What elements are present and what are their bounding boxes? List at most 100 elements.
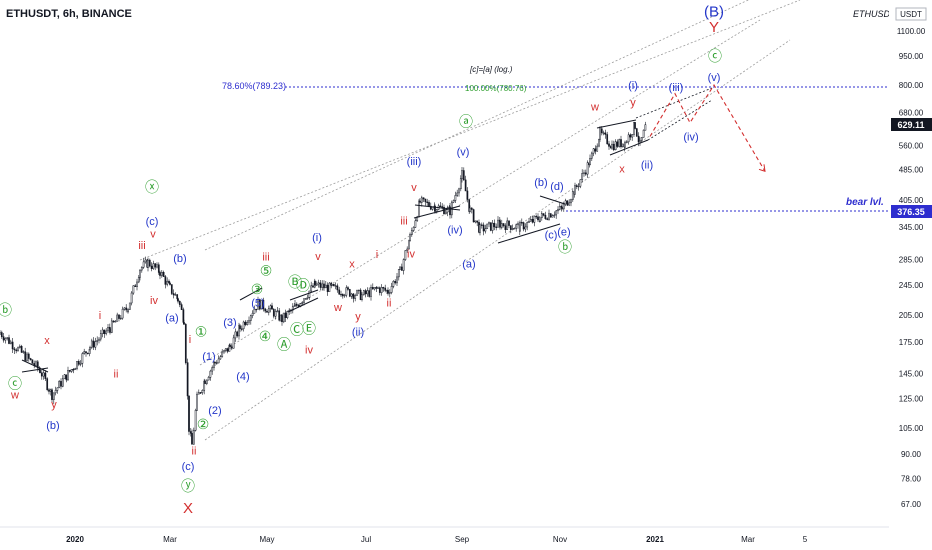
candle bbox=[33, 360, 36, 369]
candle bbox=[493, 219, 496, 231]
candle bbox=[166, 277, 169, 287]
wave-label: (c) bbox=[545, 230, 558, 242]
time-ticks: 2020 Mar May Jul Sep Nov 2021 Mar 5 bbox=[66, 535, 808, 544]
wave-label: iv bbox=[150, 295, 158, 307]
candle bbox=[276, 307, 279, 313]
wave-labels: ⓑⓒwxy(b)iiiⓧ(c)viii(b)iv(a)i①(1)(2)②ii(c… bbox=[0, 3, 724, 517]
wave-label: (i) bbox=[312, 232, 322, 244]
candle bbox=[116, 312, 119, 322]
wave-label: (a) bbox=[165, 313, 178, 325]
candle bbox=[491, 220, 494, 234]
candle bbox=[324, 281, 327, 289]
time-tick-label: Sep bbox=[455, 535, 470, 544]
candle bbox=[526, 221, 529, 231]
watermark-ticker: ETHUSD bbox=[853, 9, 891, 19]
candle bbox=[8, 334, 10, 345]
candle bbox=[58, 380, 61, 389]
candle bbox=[209, 369, 212, 381]
channel-line bbox=[204, 0, 750, 251]
currency-box bbox=[895, 7, 927, 21]
candle bbox=[631, 134, 634, 141]
wave-label: iii bbox=[400, 215, 407, 227]
candle bbox=[278, 307, 281, 322]
candle bbox=[380, 284, 383, 296]
candle bbox=[634, 122, 636, 130]
candle bbox=[48, 388, 50, 395]
candle bbox=[134, 284, 137, 288]
wave-label: (b) bbox=[534, 177, 547, 189]
candle bbox=[81, 352, 84, 368]
candle bbox=[472, 208, 475, 223]
candle bbox=[266, 309, 268, 313]
candle bbox=[191, 429, 193, 445]
wave-label: (5) bbox=[251, 297, 264, 309]
candle bbox=[459, 175, 462, 192]
candle bbox=[531, 215, 534, 224]
candle bbox=[515, 223, 518, 232]
candle bbox=[217, 355, 220, 364]
candle bbox=[101, 327, 104, 338]
candle bbox=[350, 292, 353, 299]
wave-label: x bbox=[44, 335, 50, 347]
candle bbox=[213, 360, 215, 371]
time-axis[interactable]: 2020 Mar May Jul Sep Nov 2021 Mar 5 bbox=[0, 526, 889, 544]
candle bbox=[400, 263, 403, 271]
wave-label: ② bbox=[197, 416, 210, 432]
candle bbox=[72, 368, 75, 374]
candle bbox=[221, 349, 224, 358]
candle bbox=[558, 202, 561, 211]
price-tick-label: 205.00 bbox=[899, 311, 924, 320]
wave-label: w bbox=[10, 390, 19, 402]
price-axis[interactable]: USDT 1100.00 950.00 800.00 680.00 560.00 485.… bbox=[889, 0, 932, 550]
candle bbox=[522, 221, 525, 232]
candle bbox=[317, 279, 320, 288]
candle bbox=[130, 291, 133, 306]
candle bbox=[387, 287, 389, 296]
candle bbox=[253, 305, 256, 314]
wave-label: (v) bbox=[708, 72, 721, 84]
candle bbox=[54, 386, 57, 396]
candle bbox=[500, 219, 503, 230]
candle bbox=[239, 324, 241, 333]
candle bbox=[68, 369, 71, 373]
candle bbox=[629, 133, 632, 141]
candle bbox=[568, 199, 571, 206]
wedge-line bbox=[596, 119, 637, 129]
wave-label: (iii) bbox=[669, 82, 684, 94]
currency-label: USDT bbox=[900, 10, 922, 19]
candle bbox=[90, 338, 93, 350]
time-tick-label: 5 bbox=[803, 535, 808, 544]
candle bbox=[114, 320, 117, 323]
candle bbox=[441, 203, 444, 210]
candle bbox=[188, 395, 190, 436]
wave-label: v bbox=[315, 251, 321, 263]
candle bbox=[452, 199, 455, 204]
wave-label: (b) bbox=[46, 420, 59, 432]
candle bbox=[504, 223, 507, 234]
candle bbox=[107, 323, 109, 334]
candle bbox=[366, 287, 369, 297]
time-tick-label: Jul bbox=[361, 535, 371, 544]
candle bbox=[109, 327, 111, 335]
candle bbox=[348, 288, 351, 298]
price-tick-label: 560.00 bbox=[899, 141, 924, 150]
candle bbox=[640, 137, 643, 143]
candle bbox=[156, 262, 158, 269]
candle bbox=[240, 325, 243, 332]
candle bbox=[359, 288, 362, 301]
candle bbox=[497, 216, 499, 228]
candle bbox=[260, 299, 263, 310]
candle bbox=[306, 294, 309, 300]
fib-100-label: 100.00%(780.76) bbox=[465, 84, 527, 93]
candle bbox=[267, 305, 270, 316]
candle bbox=[549, 213, 552, 218]
candle bbox=[579, 179, 582, 189]
candle bbox=[375, 285, 378, 293]
price-tick-label: 485.00 bbox=[899, 166, 924, 175]
price-tick-label: 90.00 bbox=[901, 450, 922, 459]
candle bbox=[476, 220, 479, 227]
candle bbox=[520, 218, 523, 226]
candle bbox=[6, 337, 9, 341]
candle bbox=[469, 205, 471, 213]
candle bbox=[539, 217, 541, 223]
